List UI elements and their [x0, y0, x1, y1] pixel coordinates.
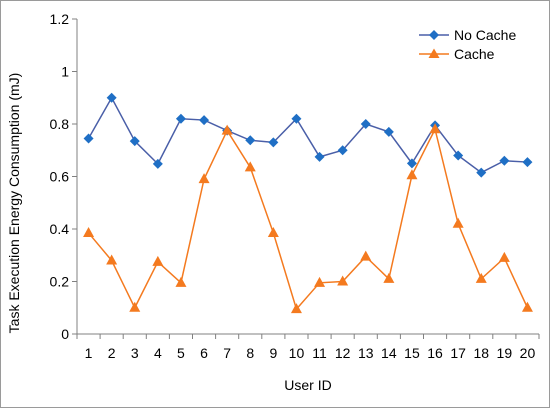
data-point-cache [221, 124, 233, 135]
y-tick-label: 0 [61, 326, 69, 342]
y-axis-title: Task Execution Energy Consumption (mJ) [6, 73, 22, 334]
x-tick-label: 4 [154, 345, 162, 361]
legend-label-cache: Cache [454, 46, 495, 62]
x-tick-label: 3 [131, 345, 139, 361]
data-point-no-cache [476, 167, 487, 178]
series-cache [83, 123, 533, 314]
y-tick-label: 0.4 [50, 221, 70, 237]
data-point-cache [452, 217, 464, 228]
x-tick-label: 7 [223, 345, 231, 361]
data-point-no-cache [152, 158, 163, 169]
data-point-no-cache [106, 92, 117, 103]
x-tick-label: 6 [200, 345, 208, 361]
data-point-cache [383, 272, 395, 283]
data-point-cache [475, 272, 487, 283]
data-point-cache [360, 250, 372, 261]
legend-item-no-cache: No Cache [419, 27, 516, 43]
y-tick-label: 0.2 [50, 274, 70, 290]
y-tick-label: 1.2 [50, 11, 70, 27]
data-point-cache [267, 226, 279, 237]
data-point-cache [521, 301, 533, 312]
data-point-no-cache [245, 135, 256, 146]
x-tick-label: 15 [404, 345, 420, 361]
data-point-cache [106, 254, 118, 265]
data-point-no-cache [291, 113, 302, 124]
data-point-no-cache [406, 158, 417, 169]
x-tick-label: 2 [108, 345, 116, 361]
y-ticks: 0 0.2 0.4 0.6 0.8 1 1.2 [50, 11, 77, 342]
data-point-cache [290, 303, 302, 314]
data-point-cache [314, 276, 326, 287]
data-point-no-cache [499, 155, 510, 166]
data-point-no-cache [199, 115, 210, 126]
data-point-no-cache [337, 145, 348, 156]
data-point-no-cache [383, 126, 394, 137]
series-no-cache [83, 92, 533, 178]
data-point-no-cache [129, 136, 140, 147]
data-point-no-cache [83, 133, 94, 144]
data-point-cache [198, 173, 210, 184]
y-tick-label: 0.6 [50, 169, 70, 185]
x-axis-title: User ID [284, 377, 331, 393]
data-point-cache [498, 251, 510, 262]
data-point-no-cache [453, 150, 464, 161]
data-point-no-cache [268, 137, 279, 148]
x-tick-label: 1 [85, 345, 93, 361]
legend-marker-cache [428, 48, 440, 58]
data-point-cache [244, 161, 256, 172]
x-tick-label: 9 [269, 345, 277, 361]
x-tick-label: 14 [381, 345, 397, 361]
x-tick-label: 16 [427, 345, 443, 361]
x-tick-label: 12 [335, 345, 351, 361]
series-layer [83, 92, 533, 314]
data-point-cache [406, 169, 418, 180]
data-point-no-cache [522, 157, 533, 168]
x-tick-label: 20 [520, 345, 536, 361]
data-point-cache [83, 226, 95, 237]
y-tick-label: 1 [61, 64, 69, 80]
data-point-no-cache [360, 119, 371, 129]
x-tick-label: 19 [497, 345, 513, 361]
x-tick-label: 8 [246, 345, 254, 361]
x-tick-label: 17 [450, 345, 466, 361]
data-point-cache [337, 275, 349, 286]
data-point-no-cache [314, 151, 325, 162]
y-tick-label: 0.8 [50, 116, 70, 132]
legend-label-no-cache: No Cache [454, 27, 516, 43]
data-point-cache [152, 255, 164, 266]
data-point-no-cache [175, 113, 186, 124]
x-ticks: 1 2 3 4 5 6 7 8 9 10 11 12 13 14 15 16 17 18 19 20 [76, 334, 540, 361]
data-point-cache [429, 123, 441, 134]
x-tick-label: 13 [358, 345, 374, 361]
x-tick-label: 11 [312, 345, 327, 361]
legend-item-cache: Cache [419, 46, 495, 62]
x-tick-label: 5 [177, 345, 185, 361]
data-point-cache [175, 276, 187, 287]
series-line-no-cache [87, 96, 528, 174]
x-tick-label: 18 [473, 345, 489, 361]
legend-marker-no-cache [429, 30, 439, 40]
data-point-cache [129, 301, 141, 312]
x-tick-label: 10 [289, 345, 305, 361]
axes [76, 19, 539, 335]
legend: No Cache Cache [419, 27, 516, 62]
